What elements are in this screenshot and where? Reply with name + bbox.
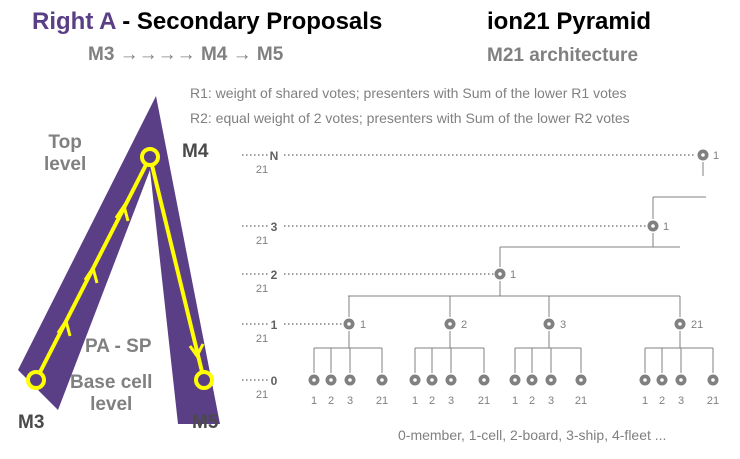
node-level0-2-3-center xyxy=(579,378,583,382)
node-level1-1-center xyxy=(448,322,452,326)
node-level0-1-2-center xyxy=(449,378,453,382)
node-level0-label-2-1: 2 xyxy=(529,395,535,407)
node-level0-label-1-0: 1 xyxy=(412,395,418,407)
pyramid-title: ion21 Pyramid xyxy=(487,8,652,35)
architecture-label: M21 architecture xyxy=(487,45,639,66)
node-level0-2-0-center xyxy=(513,378,517,382)
node-level0-label-3-3: 21 xyxy=(707,395,719,407)
node-level0-0-0-center xyxy=(312,378,316,382)
node-level0-label-1-2: 3 xyxy=(448,395,454,407)
node-level0-1-1-center xyxy=(430,378,434,382)
node-levelN-center xyxy=(701,153,705,157)
node-level0-label-3-2: 3 xyxy=(678,395,684,407)
node-level0-label-0-3: 21 xyxy=(376,395,388,407)
node-level1-label-3: 21 xyxy=(691,319,703,331)
node-level0-0-3-center xyxy=(380,378,384,382)
node-level0-label-3-0: 1 xyxy=(642,395,648,407)
title-rest: - Secondary Proposals xyxy=(115,8,383,35)
node-level2-label: 1 xyxy=(510,269,516,281)
level-0-label: 0 xyxy=(271,374,278,388)
rule-r1: R1: weight of shared votes; presenters w… xyxy=(190,85,627,101)
level-N-sub: 21 xyxy=(256,164,268,176)
node-level0-1-0-center xyxy=(413,378,417,382)
node-level3-center xyxy=(651,224,655,228)
node-level0-label-0-0: 1 xyxy=(311,395,317,407)
node-level0-label-1-3: 21 xyxy=(478,395,490,407)
node-level0-label-2-3: 21 xyxy=(575,395,587,407)
node-level0-0-2-center xyxy=(348,378,352,382)
node-level0-label-2-0: 1 xyxy=(512,395,518,407)
base-level-label: Base cell level xyxy=(70,372,153,415)
m5-node xyxy=(194,370,214,390)
sequence-label: M3 →→→→ M4 → M5 xyxy=(88,44,284,65)
pyramid-band xyxy=(18,96,220,424)
level-2-sub: 21 xyxy=(256,283,268,295)
level-1-label: 1 xyxy=(271,318,278,332)
m4-node xyxy=(140,147,160,167)
node-level1-label-1: 2 xyxy=(461,319,467,331)
node-level1-2-center xyxy=(547,322,551,326)
node-level0-1-3-center xyxy=(482,378,486,382)
node-level0-label-1-1: 2 xyxy=(429,395,435,407)
node-level1-0-center xyxy=(347,322,351,326)
node-level0-3-2-center xyxy=(679,378,683,382)
node-level0-label-0-2: 3 xyxy=(347,395,353,407)
level-2-label: 2 xyxy=(271,268,278,282)
level-3-label: 3 xyxy=(271,220,278,234)
m5-label: M5 xyxy=(192,412,219,433)
node-level0-3-1-center xyxy=(660,378,664,382)
m3-node xyxy=(26,370,46,390)
node-level0-0-1-center xyxy=(329,378,333,382)
node-level0-3-0-center xyxy=(643,378,647,382)
node-level2-center xyxy=(498,272,502,276)
m3-label: M3 xyxy=(18,412,45,433)
node-level0-2-2-center xyxy=(549,378,553,382)
legend-footer: 0-member, 1-cell, 2-board, 3-ship, 4-fle… xyxy=(398,427,667,443)
node-level0-label-3-1: 2 xyxy=(659,395,665,407)
node-level0-label-2-2: 3 xyxy=(548,395,554,407)
level-N-label: N xyxy=(270,149,279,163)
page-title: Right A - Secondary Proposals xyxy=(32,8,382,36)
top-level-label: Top level xyxy=(44,132,87,175)
title-accent: Right A xyxy=(32,8,116,35)
node-level1-label-2: 3 xyxy=(560,319,566,331)
node-levelN-label: 1 xyxy=(713,150,719,162)
rule-r2: R2: equal weight of 2 votes; presenters … xyxy=(190,110,630,126)
node-level3-label: 1 xyxy=(663,221,669,233)
node-level1-3-center xyxy=(678,322,682,326)
m4-label: M4 xyxy=(182,141,209,162)
node-level0-3-3-center xyxy=(711,378,715,382)
level-1-sub: 21 xyxy=(256,333,268,345)
node-level0-label-0-1: 2 xyxy=(328,395,334,407)
level-3-sub: 21 xyxy=(256,235,268,247)
node-level1-label-0: 1 xyxy=(360,319,366,331)
path-arrows xyxy=(56,202,205,359)
node-level0-2-1-center xyxy=(530,378,534,382)
level-0-sub: 21 xyxy=(256,389,268,401)
pa-sp-label: PA - SP xyxy=(85,336,152,357)
